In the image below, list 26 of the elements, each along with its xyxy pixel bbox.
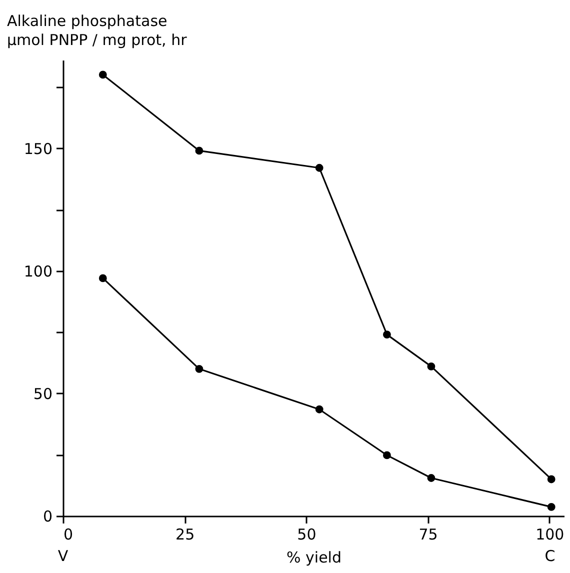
x-tick-label: 25 — [176, 526, 195, 544]
x-tick-label: 75 — [418, 526, 438, 544]
point — [427, 362, 436, 370]
x-axis-title: % yield — [286, 548, 342, 566]
text: C — [544, 547, 556, 565]
text: V — [58, 547, 69, 565]
point — [382, 451, 391, 460]
y-tick-label: 50 — [33, 384, 52, 403]
point — [315, 405, 324, 414]
chart-subtitle: μmol PNPP / mg prot, hr — [7, 31, 188, 49]
point — [427, 474, 436, 482]
x-tick-label: 0 — [64, 526, 74, 544]
point — [195, 364, 204, 373]
y-tick-label: 100 — [24, 262, 52, 280]
y-tick-label: 0 — [42, 508, 52, 526]
point — [195, 146, 204, 155]
x-tick-label: 50 — [297, 526, 316, 544]
point — [382, 330, 391, 339]
point — [98, 274, 107, 282]
point — [547, 475, 556, 484]
chart-title: Alkaline phosphatase — [7, 12, 168, 30]
x-tick-label: 100 — [536, 526, 564, 544]
point — [315, 164, 324, 172]
point — [98, 70, 107, 79]
y-tick-label: 150 — [24, 140, 52, 158]
point — [547, 502, 556, 511]
